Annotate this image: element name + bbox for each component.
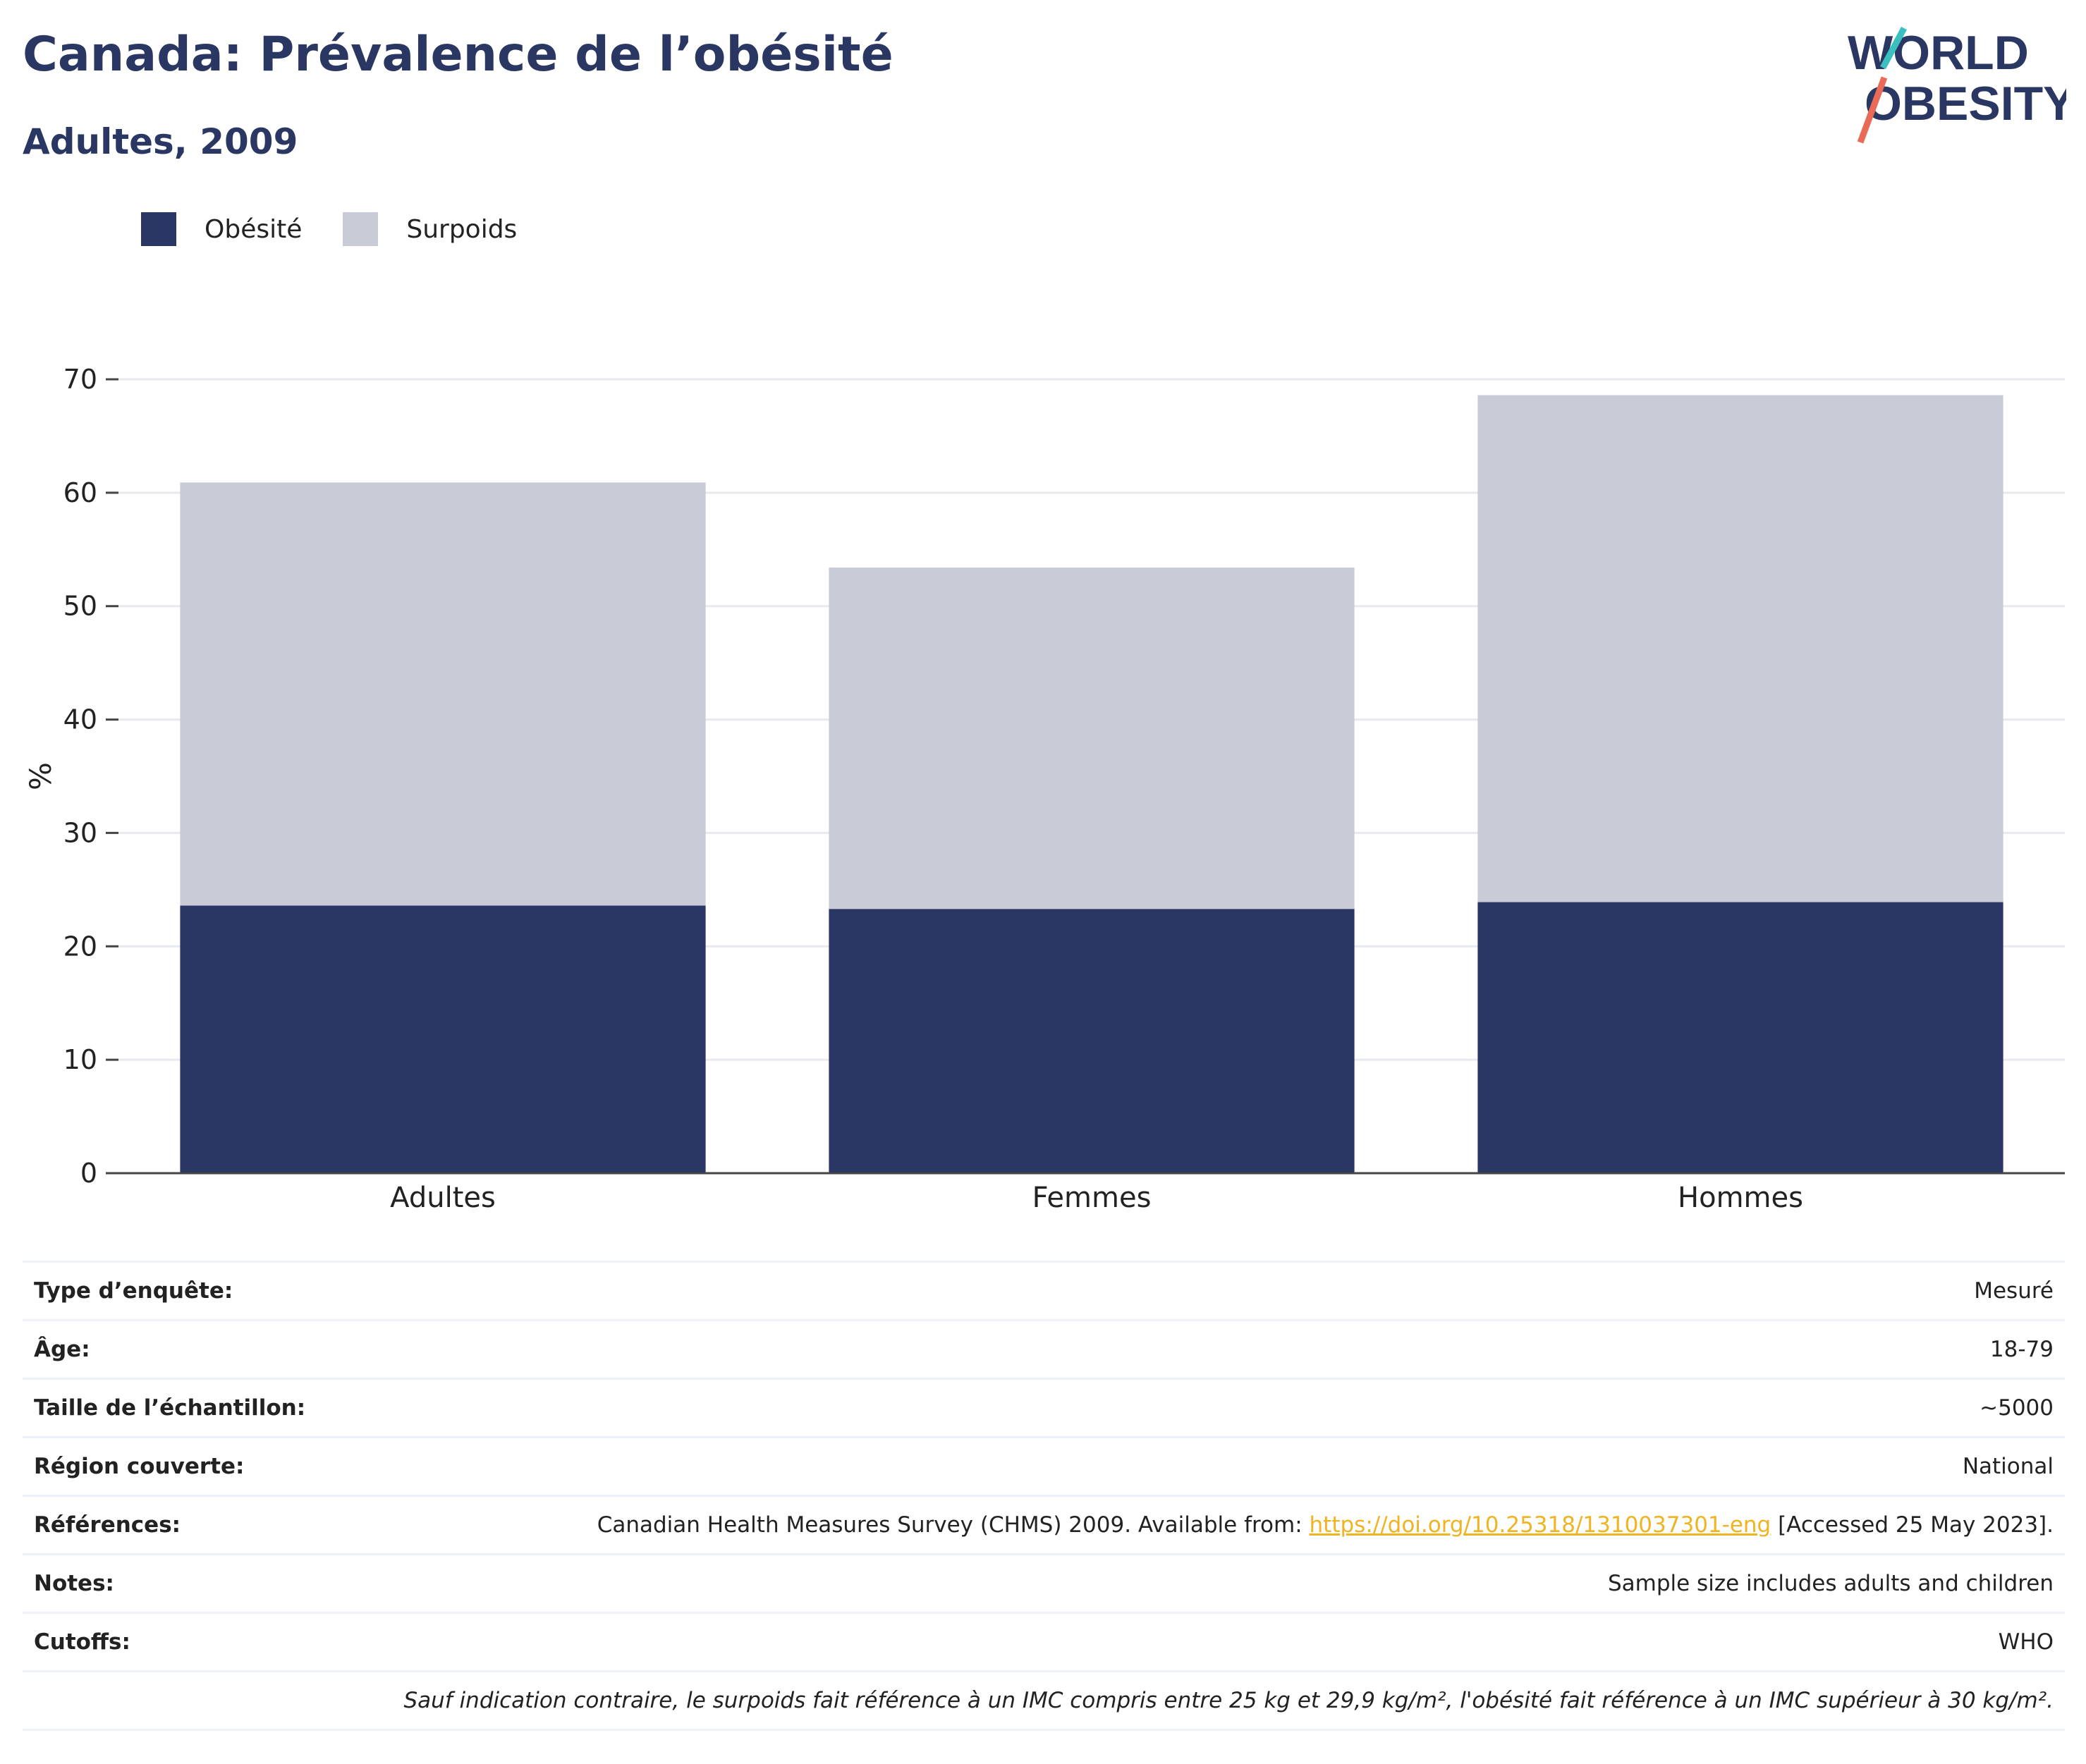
logo-slash-teal [1880,26,1907,70]
legend-swatch-obesite [141,212,176,246]
row-key: Âge: [34,1337,90,1362]
row-key: Cutoffs: [34,1629,130,1655]
bar-obsit-femmes [829,909,1355,1173]
row-key: Taille de l’échantillon: [34,1395,306,1421]
row-key: Type d’enquête: [34,1278,233,1304]
bar-obsit-adultes [180,905,706,1173]
logo-line-obesity: OBESITY [1865,77,2066,130]
world-obesity-logo: WORLD OBESITY [1848,26,2066,144]
y-tick-label: 40 [63,704,97,735]
table-row: Région couverte: National [23,1438,2065,1497]
chart-legend: Obésité Surpoids [141,210,558,248]
row-value: ~5000 [1980,1395,2054,1421]
table-row: Type d’enquête: Mesuré [23,1263,2065,1321]
legend-label-surpoids: Surpoids [406,214,518,244]
stacked-bar-chart: 0 10 20 30 40 50 60 70% Adultes Femmes Hommes [23,364,2065,1214]
table-row: Âge: 18-79 [23,1321,2065,1380]
row-value: WHO [1998,1629,2054,1655]
row-value: Mesuré [1974,1278,2054,1304]
survey-info-table: Type d’enquête: Mesuré Âge: 18-79 Taille… [23,1261,2065,1731]
row-value: 18-79 [1989,1337,2054,1362]
bar-obsit-hommes [1477,902,2003,1173]
table-row-references: Références: Canadian Health Measures Sur… [23,1497,2065,1555]
row-key: Notes: [34,1571,114,1596]
y-tick-label: 20 [63,931,97,962]
row-value: Sample size includes adults and children [1607,1571,2054,1596]
bar-surpoids-femmes [829,568,1355,909]
y-tick-label: 50 [63,591,97,622]
footnote: Sauf indication contraire, le surpoids f… [403,1688,2054,1713]
row-key: Références: [34,1512,181,1538]
bar-surpoids-hommes [1477,395,2003,902]
x-tick-label: Adultes [390,1182,496,1214]
reference-link[interactable]: https://doi.org/10.25318/1310037301-eng [1309,1512,1771,1538]
row-key: Région couverte: [34,1454,245,1479]
references-prefix: Canadian Health Measures Survey (CHMS) 2… [597,1512,1310,1538]
legend-label-obesite: Obésité [205,214,303,244]
y-tick-label: 10 [63,1044,97,1075]
table-row: Cutoffs: WHO [23,1614,2065,1672]
y-tick-label: 0 [80,1158,97,1189]
legend-swatch-surpoids [343,212,379,246]
references-suffix: [Accessed 25 May 2023]. [1771,1512,2054,1538]
y-tick-label: 70 [63,364,97,395]
y-axis-label: % [23,762,58,790]
row-value: Canadian Health Measures Survey (CHMS) 2… [597,1512,2054,1538]
x-tick-label: Hommes [1678,1182,1803,1214]
row-value: National [1962,1454,2054,1479]
page-subtitle: Adultes, 2009 [23,121,298,162]
logo-slash-coral [1857,76,1888,144]
page-title: Canada: Prévalence de l’obésité [23,27,893,82]
table-row: Taille de l’échantillon: ~5000 [23,1380,2065,1438]
x-tick-label: Femmes [1032,1182,1152,1214]
table-row: Notes: Sample size includes adults and c… [23,1555,2065,1614]
y-tick-label: 30 [63,817,97,848]
bar-surpoids-adultes [180,482,706,906]
y-tick-label: 60 [63,477,97,508]
legend-item-obesite[interactable]: Obésité [141,212,302,246]
footnote-row: Sauf indication contraire, le surpoids f… [23,1672,2065,1731]
legend-item-surpoids[interactable]: Surpoids [343,212,517,246]
logo-line-world: WORLD [1848,26,2029,80]
